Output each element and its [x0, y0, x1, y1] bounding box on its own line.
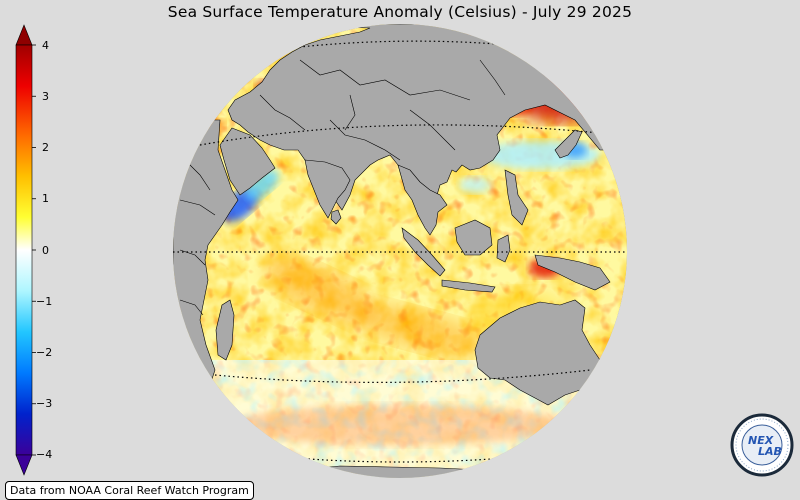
land-indochina	[397, 164, 448, 236]
colorbar-tick-label: 1	[42, 192, 49, 205]
latitude-line-30n	[199, 124, 627, 146]
land-madagascar	[215, 299, 235, 361]
svg-text:NEX: NEX	[748, 434, 774, 447]
land-india	[304, 159, 351, 219]
land-new-guinea	[534, 254, 611, 291]
colorbar-tick-label: −3	[36, 397, 53, 410]
land-borneo	[454, 219, 493, 256]
land-philippines	[504, 169, 529, 226]
land-sulawesi	[496, 234, 511, 263]
colorbar-tick-label: −2	[36, 346, 53, 359]
colorbar-bottom-arrow	[15, 454, 33, 476]
colorbar-tick-label: 2	[42, 141, 49, 154]
svg-text:LAB: LAB	[758, 445, 782, 458]
land-java	[441, 279, 496, 293]
colorbar-ticks	[32, 44, 36, 456]
country-borders	[179, 59, 506, 316]
land-srilanka	[330, 209, 342, 225]
land-sumatra	[401, 227, 446, 277]
colorbar-tick-label: −1	[36, 295, 53, 308]
nexlab-logo: NEX LAB	[730, 413, 794, 477]
colorbar-tick-label: −4	[36, 448, 53, 461]
data-credit: Data from NOAA Coral Reef Watch Program	[5, 481, 254, 500]
colorbar-tick-label: 3	[42, 90, 49, 103]
land-japan	[554, 129, 583, 159]
colorbar-tick-label: 0	[42, 244, 49, 257]
latitude-line-30s	[214, 369, 591, 384]
land-arabia	[219, 127, 276, 196]
colorbar	[15, 24, 36, 476]
map-title: Sea Surface Temperature Anomaly (Celsius…	[167, 3, 633, 21]
land-masses	[173, 24, 627, 478]
latitude-lines	[173, 40, 627, 463]
colorbar-tick-label: 4	[42, 39, 49, 52]
